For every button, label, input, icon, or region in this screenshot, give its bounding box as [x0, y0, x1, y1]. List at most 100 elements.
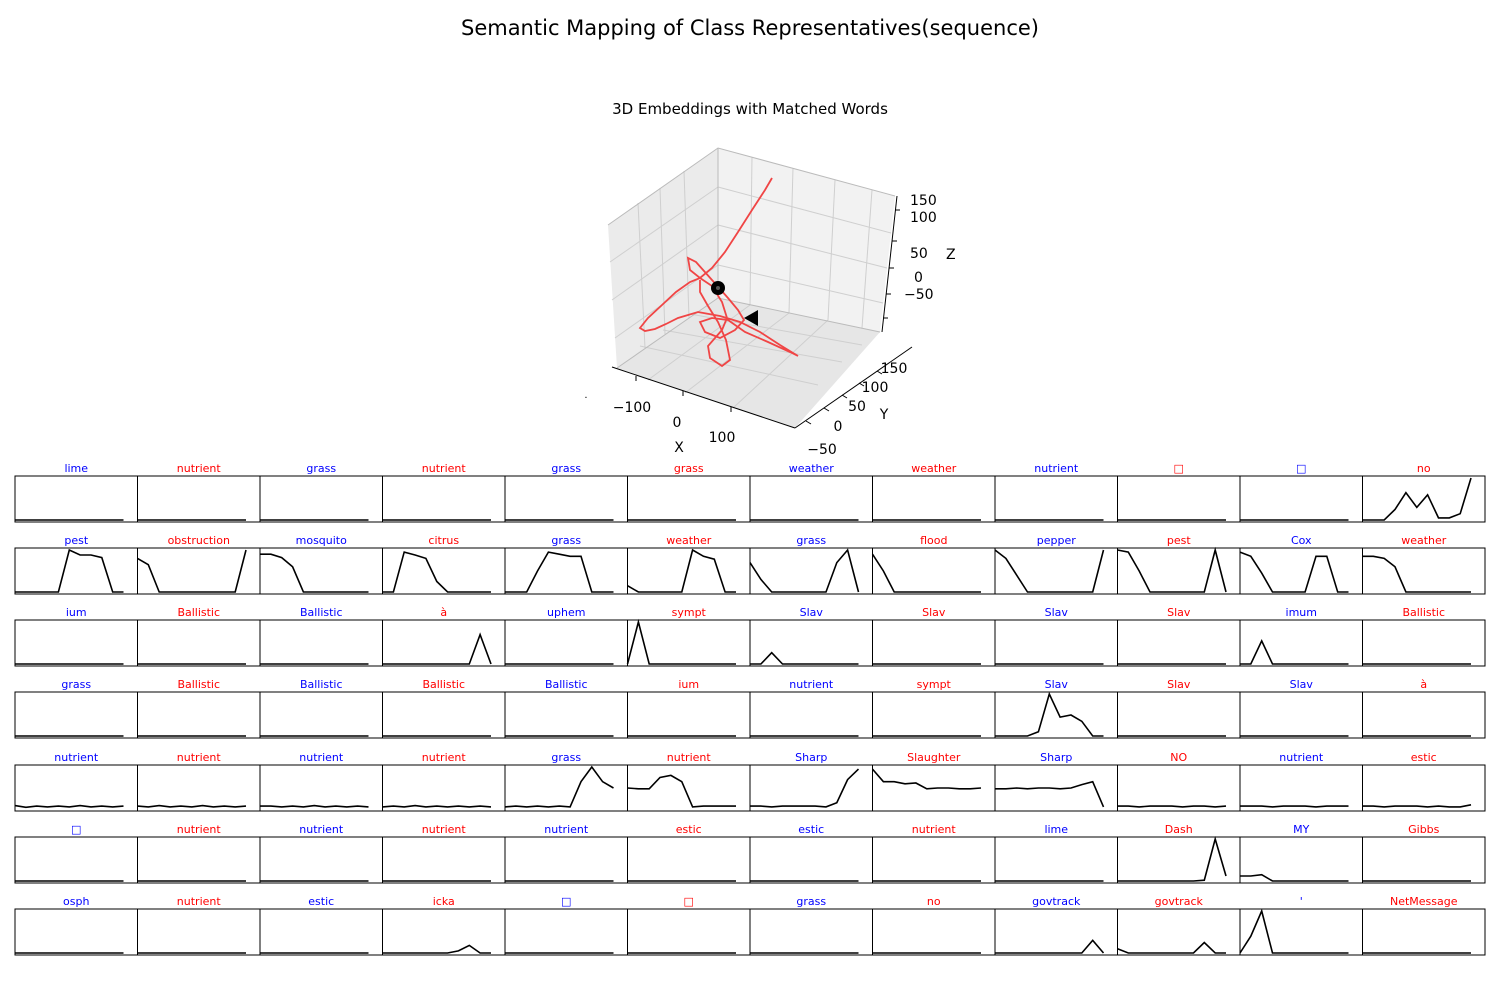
panel-word-label: mosquito: [296, 534, 347, 547]
sequence-panel: NetMessage: [1362, 895, 1486, 956]
panel-frame: [137, 475, 261, 523]
panel-frame: [504, 691, 628, 739]
sequence-panel: estic: [1362, 751, 1486, 812]
panel-word-label: estic: [676, 823, 702, 836]
sequence-panel: grass: [504, 751, 628, 812]
panel-word-label: nutrient: [912, 823, 957, 836]
panel-series-line: [260, 804, 369, 808]
panel-word-label: Slav: [800, 606, 824, 619]
sequence-panel: imum: [1239, 606, 1363, 667]
panel-word-label: estic: [798, 823, 824, 836]
panel-series-line: [504, 765, 614, 808]
panel-word-label: □: [1174, 462, 1184, 475]
sequence-panel: Slav: [994, 606, 1118, 667]
panel-word-label: estic: [1411, 751, 1437, 764]
sequence-panel: □: [14, 823, 138, 884]
panel-series-line: [871, 768, 982, 790]
sequence-panel: nutrient: [872, 823, 996, 884]
panel-frame: [994, 619, 1118, 667]
sequence-panel: nutrient: [382, 823, 506, 884]
panel-series-line: [1362, 477, 1472, 521]
panel-word-label: no: [1417, 462, 1431, 475]
sequence-panel: mosquito: [259, 534, 383, 595]
x-tick-label: −100: [613, 400, 651, 416]
panel-frame: [1239, 908, 1363, 956]
panel-word-label: Slaughter: [907, 751, 961, 764]
panel-frame: [137, 691, 261, 739]
y-tick-label: 150: [881, 361, 908, 377]
panel-frame: [872, 619, 996, 667]
sequence-panel: nutrient: [137, 751, 261, 812]
panel-word-label: grass: [796, 534, 826, 547]
sequence-panel: nutrient: [137, 895, 261, 956]
sequence-panel: Slav: [994, 678, 1118, 739]
panel-word-label: sympt: [917, 678, 952, 691]
sequence-panel: à: [1362, 678, 1486, 739]
x-axis-label: X: [674, 440, 684, 456]
sequence-panel: govtrack: [994, 895, 1118, 956]
panel-frame: [137, 547, 261, 595]
sequence-panel: nutrient: [382, 462, 506, 523]
sequence-panel: nutrient: [749, 678, 873, 739]
panel-frame: [872, 475, 996, 523]
panel-series-line: [382, 804, 492, 808]
panel-word-label: nutrient: [422, 823, 467, 836]
panel-frame: [1239, 836, 1363, 884]
sequence-panel: NO: [1117, 751, 1241, 812]
sequence-panel: Slav: [1239, 678, 1363, 739]
panel-word-label: nutrient: [422, 462, 467, 475]
sequence-panel: lime: [14, 462, 138, 523]
panel-series-line: [1239, 551, 1349, 593]
panel-series-line: [382, 632, 492, 665]
panel-frame: [14, 619, 138, 667]
y-tick-mark: [858, 382, 865, 387]
panel-series-line: [750, 651, 859, 665]
sequence-panel: nutrient: [259, 751, 383, 812]
panel-frame: [14, 547, 138, 595]
panel-word-label: Ballistic: [422, 678, 465, 691]
panel-word-label: nutrient: [1034, 462, 1079, 475]
panel-word-label: Gibbs: [1408, 823, 1440, 836]
panel-frame: [382, 547, 506, 595]
y-tick-mark: [805, 420, 812, 425]
panel-frame: [14, 691, 138, 739]
sequence-panel: grass: [259, 462, 383, 523]
sequence-panel: nutrient: [137, 823, 261, 884]
panel-word-label: Slav: [1290, 678, 1314, 691]
sequence-panel: weather: [1362, 534, 1486, 595]
sequence-panel: ': [1239, 895, 1363, 956]
panel-word-label: estic: [308, 895, 334, 908]
panel-word-label: NO: [1170, 751, 1187, 764]
word-marker-triangle: [744, 310, 758, 326]
panel-word-label: weather: [666, 534, 712, 547]
panel-frame: [137, 908, 261, 956]
panel-word-label: Ballistic: [177, 678, 220, 691]
panel-frame: [14, 475, 138, 523]
sequence-panel: govtrack: [1117, 895, 1241, 956]
y-tick-label: 50: [848, 399, 866, 415]
panel-word-label: grass: [306, 462, 336, 475]
panel-frame: [994, 475, 1118, 523]
panel-word-label: MY: [1293, 823, 1309, 836]
panel-frame: [259, 836, 383, 884]
sequence-panel: no: [872, 895, 996, 956]
panel-frame: [137, 764, 261, 812]
panel-word-label: grass: [551, 751, 581, 764]
x-axis-line: [611, 366, 796, 429]
panel-word-label: citrus: [428, 534, 459, 547]
panel-word-label: nutrient: [667, 751, 712, 764]
sequence-panel: Sharp: [994, 751, 1118, 812]
panel-frame: [137, 619, 261, 667]
sequence-panel: MY: [1239, 823, 1363, 884]
sequence-panel: no: [1362, 462, 1486, 523]
panel-word-label: imum: [1286, 606, 1317, 619]
panel-frame: [504, 619, 628, 667]
panel-word-label: nutrient: [789, 678, 834, 691]
panel-frame: [994, 691, 1118, 739]
3d-plot-title: 3D Embeddings with Matched Words: [612, 100, 888, 118]
sequence-panel: uphem: [504, 606, 628, 667]
panel-series-line: [1117, 546, 1227, 593]
panel-series-line: [995, 780, 1105, 808]
sequence-panel: Ballistic: [382, 678, 506, 739]
y-tick-mark: [841, 394, 848, 399]
